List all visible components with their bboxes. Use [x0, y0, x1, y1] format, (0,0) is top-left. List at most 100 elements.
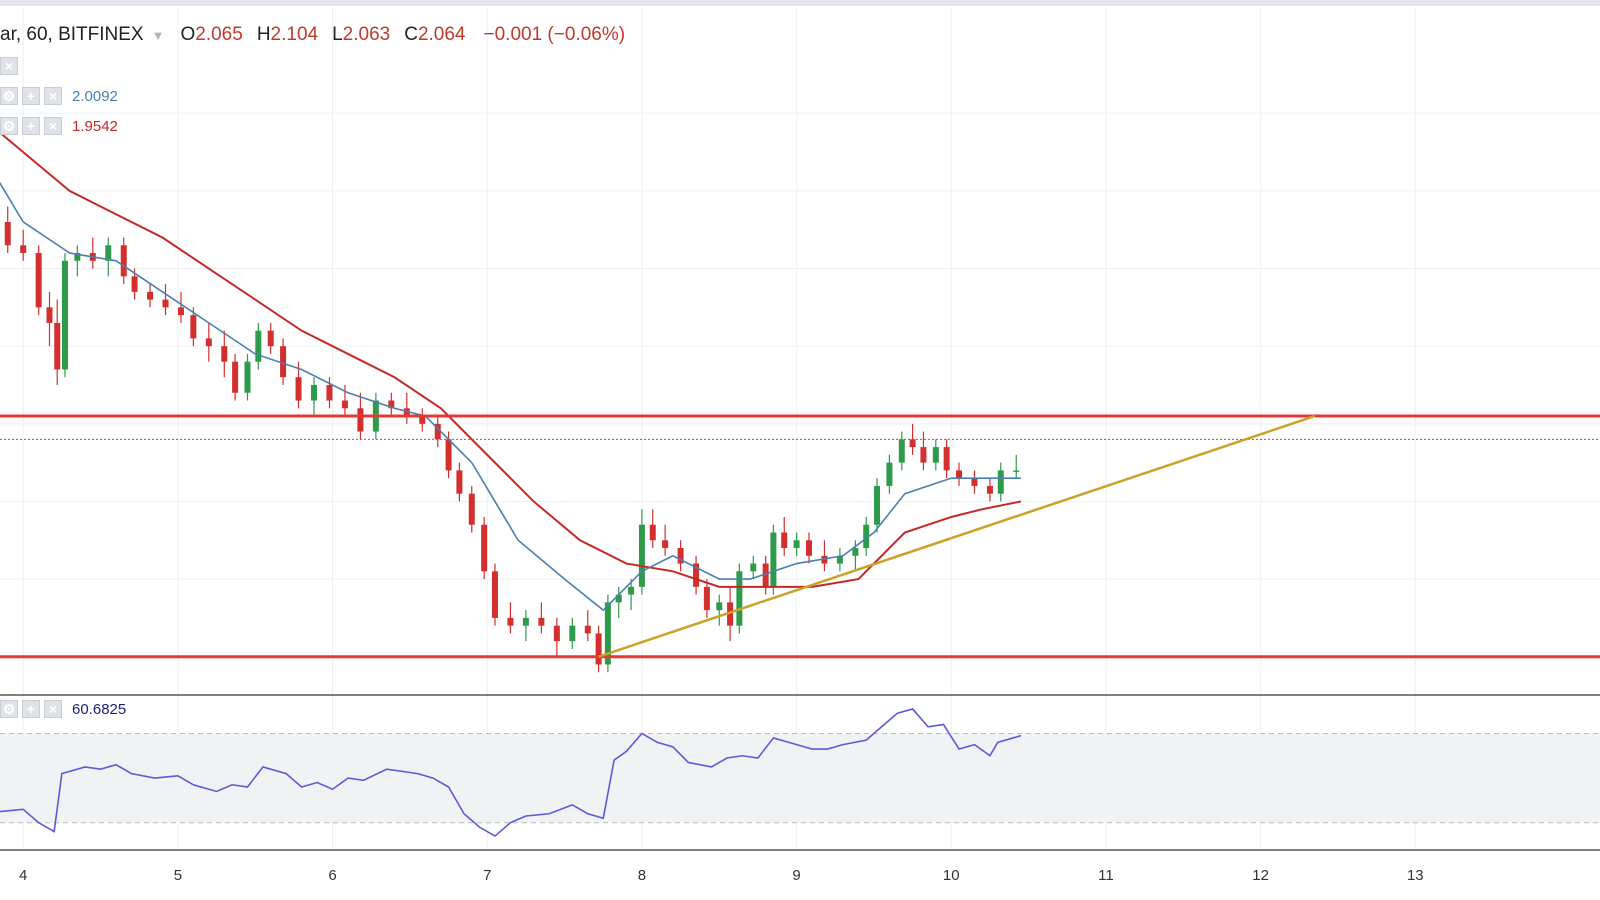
candle: [4, 206, 11, 254]
candle-body: [569, 625, 576, 642]
candle-body: [628, 586, 635, 595]
candle-body: [190, 315, 197, 339]
candle: [147, 284, 154, 308]
ema-slow-value: 1.9542: [72, 117, 118, 135]
candle-body: [105, 245, 112, 261]
candle: [190, 307, 197, 347]
candle-body: [649, 524, 656, 541]
chevron-down-icon[interactable]: ▼: [151, 27, 165, 43]
candle-body: [553, 625, 560, 642]
candle-body: [341, 400, 348, 409]
ema-fast-value: 2.0092: [72, 87, 118, 105]
candle-body: [703, 586, 710, 611]
candle: [1013, 454, 1020, 479]
candle: [805, 532, 812, 564]
candle: [852, 540, 859, 572]
x-tick-label: 6: [328, 867, 336, 884]
plus-icon[interactable]: +: [22, 117, 40, 135]
candle-body: [54, 322, 61, 370]
close-icon[interactable]: ×: [44, 117, 62, 135]
candle: [971, 470, 978, 494]
candle-body: [1013, 470, 1020, 472]
candle: [595, 625, 602, 673]
close-label: C: [404, 24, 418, 45]
gear-icon[interactable]: ⚙: [0, 117, 18, 135]
candle-body: [491, 571, 498, 618]
candle: [615, 586, 622, 618]
close-icon[interactable]: ×: [0, 57, 18, 75]
candle: [267, 322, 274, 354]
top-toolbar-strip: [0, 0, 1600, 6]
candle-body: [662, 540, 669, 549]
candle: [255, 322, 262, 370]
candle: [481, 516, 488, 580]
candle-body: [898, 439, 905, 463]
candle: [569, 617, 576, 649]
candle-body: [388, 400, 395, 409]
candle-body: [932, 447, 939, 463]
candle-body: [886, 462, 893, 486]
candle-body: [311, 385, 317, 401]
x-tick-label: 9: [792, 867, 800, 884]
legend-ema-slow: ⚙ + × 1.9542: [0, 115, 118, 137]
candles: [4, 206, 1020, 673]
legend-rsi: ⚙ + × 60.6825: [0, 698, 126, 720]
candle-body: [793, 540, 800, 549]
candle-body: [920, 447, 927, 463]
candle-body: [162, 299, 169, 308]
ema-slow-line: [0, 131, 1022, 588]
candle-body: [836, 555, 843, 564]
x-tick-label: 4: [19, 867, 27, 884]
x-tick-label: 12: [1252, 867, 1269, 884]
candle-body: [538, 617, 545, 626]
close-icon[interactable]: ×: [44, 700, 62, 718]
candle-body: [604, 602, 611, 665]
candle: [628, 579, 635, 611]
candle-body: [805, 540, 812, 556]
candle: [874, 478, 881, 533]
candle-body: [456, 470, 463, 494]
candle: [553, 617, 560, 657]
candle: [388, 392, 395, 417]
candle: [341, 385, 348, 417]
candle-body: [595, 633, 602, 665]
x-tick-label: 11: [1098, 867, 1114, 884]
candle: [943, 439, 950, 479]
candle: [280, 338, 287, 385]
candle: [693, 555, 700, 595]
candle: [468, 485, 475, 533]
plus-icon[interactable]: +: [22, 700, 40, 718]
candle: [716, 594, 723, 626]
candle: [920, 431, 927, 471]
change-value: −0.001 (−0.06%): [483, 24, 626, 45]
close-icon[interactable]: ×: [44, 87, 62, 105]
candle: [326, 377, 333, 409]
candle-body: [638, 524, 645, 587]
gear-icon[interactable]: ⚙: [0, 700, 18, 718]
x-axis-ticks: 4 5 6 7 8 9 10 11 12 13: [19, 867, 1424, 884]
x-tick-label: 10: [943, 867, 960, 884]
ema-fast-line: [0, 181, 1021, 612]
plus-icon[interactable]: +: [22, 87, 40, 105]
candle-body: [61, 260, 68, 370]
candle-body: [357, 408, 364, 432]
rsi-pane: [0, 708, 1022, 838]
candle-body: [267, 330, 274, 347]
symbol-label[interactable]: ar, 60, BITFINEX: [0, 24, 144, 45]
low-label: L: [332, 24, 343, 45]
close-value: 2.064: [417, 24, 466, 45]
candle: [403, 392, 410, 424]
candle: [781, 516, 788, 556]
gear-icon[interactable]: ⚙: [0, 87, 18, 105]
candle-body: [971, 478, 978, 486]
candle-body: [986, 485, 993, 494]
candle-body: [727, 602, 734, 626]
candle-body: [4, 221, 11, 246]
candle: [677, 540, 684, 572]
candle-body: [35, 253, 42, 308]
candle: [491, 563, 498, 626]
candle-body: [177, 307, 184, 316]
candle-body: [716, 602, 723, 611]
candle: [762, 555, 769, 595]
